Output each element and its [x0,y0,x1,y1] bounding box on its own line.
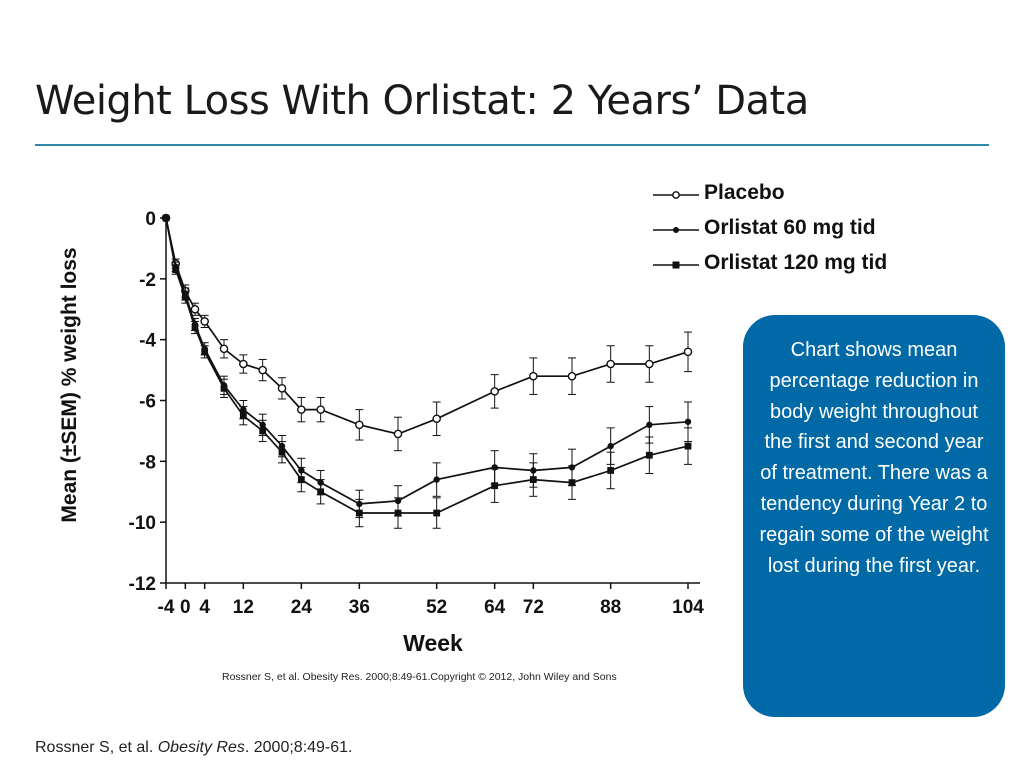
chart-citation: Rossner S, et al. Obesity Res. 2000;8:49… [222,671,617,683]
data-point [259,427,267,435]
data-point [220,384,228,392]
x-tick-label: 4 [199,597,210,618]
chart-axes: 0-2-4-6-8-10-12-4 0 4 12 24 36 52 64 72 88 104 [129,209,705,618]
data-point [433,476,440,483]
legend-label: Placebo [704,181,785,204]
data-point [239,412,247,420]
data-point [219,344,229,354]
data-point [684,418,692,425]
data-point [645,359,654,369]
data-point [393,429,403,439]
legend-swatch-orlistat-120 [653,261,699,269]
x-tick-label: 12 [233,597,254,618]
data-point [200,317,209,326]
data-point [684,442,692,450]
legend-label: Orlistat 60 mg tid [704,216,876,239]
data-point [432,414,441,424]
data-point [277,384,287,393]
data-point [529,371,538,381]
data-point [607,467,615,474]
y-tick-label: -2 [139,270,156,291]
legend-swatch-placebo [653,191,699,199]
footer-citation: Rossner S, et al. Obesity Res. 2000;8:49… [35,739,353,757]
x-tick-label: 64 [484,597,506,618]
x-tick-label: 24 [291,597,313,618]
data-point [201,348,209,356]
data-point [239,359,248,369]
x-tick-label: 0 [180,597,191,618]
slide-title: Weight Loss With Orlistat: 2 Years’ Data [35,78,809,124]
x-tick-label: 104 [672,597,704,618]
data-point [317,488,325,496]
data-point [568,479,576,487]
data-point [433,509,441,517]
x-axis-label: Week [403,630,463,656]
y-tick-label: -8 [139,452,156,473]
y-tick-label: -6 [139,392,156,413]
x-tick-label: 36 [349,597,370,618]
data-point [355,509,363,517]
callout-box: Chart shows mean percentage reduction in… [743,315,1005,717]
legend-label: Orlistat 120 mg tid [704,251,888,274]
y-axis-label: Mean (±SEM) % weight loss [58,247,81,522]
data-point [490,387,499,396]
data-point [683,347,693,357]
footer-citation-suffix: . 2000;8:49-61. [244,739,353,756]
x-tick-label: 72 [523,597,544,618]
data-point [645,451,653,459]
data-point [491,482,499,490]
x-tick-label: -4 [158,597,175,618]
data-point [567,371,577,381]
series-line [165,217,689,435]
data-point [191,324,199,331]
series-3 [162,214,692,529]
data-point [606,359,615,369]
x-tick-label: 52 [426,597,447,618]
data-point [190,304,200,314]
data-point [646,421,653,429]
y-tick-label: -12 [129,574,156,595]
x-tick-label: 88 [600,597,621,618]
y-tick-label: 0 [145,209,156,230]
data-point [162,214,170,222]
data-point [278,448,286,456]
title-divider [35,144,989,146]
data-point [607,442,614,450]
data-point [394,509,402,517]
legend-swatch-orlistat-60 [653,227,699,233]
data-point [316,405,325,414]
data-point [297,476,305,483]
data-point [355,420,364,430]
data-point [181,293,189,301]
y-tick-label: -10 [129,513,156,534]
footer-citation-prefix: Rossner S, et al. [35,739,158,756]
y-tick-label: -4 [139,331,156,352]
series-1 [161,213,693,452]
data-point [172,266,180,274]
series-line [165,217,689,514]
data-point [297,405,306,414]
chart-series [161,213,693,529]
data-point [529,476,537,483]
footer-citation-journal: Obesity Res [157,739,245,756]
data-point [258,365,267,375]
